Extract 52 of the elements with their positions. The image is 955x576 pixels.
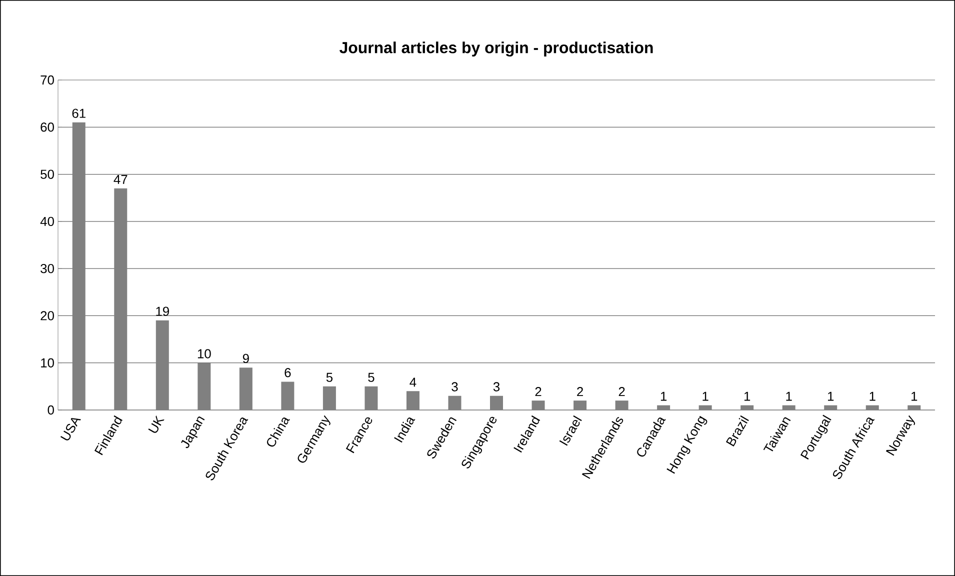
data-label: 2 <box>535 387 542 396</box>
bar <box>490 396 504 410</box>
y-tick-label: 50 <box>40 170 54 179</box>
data-label: 1 <box>660 392 667 401</box>
bar <box>657 405 670 410</box>
bar <box>782 405 796 410</box>
y-tick-label: 20 <box>40 311 54 320</box>
bar <box>824 405 838 410</box>
bar <box>156 320 169 410</box>
bar <box>866 405 879 410</box>
bar <box>364 386 378 410</box>
bar <box>448 396 462 410</box>
bar <box>239 368 252 410</box>
data-label: 10 <box>198 349 211 358</box>
data-label: 1 <box>744 392 750 401</box>
chart-title: Journal articles by origin - productisation <box>340 42 653 56</box>
data-label: 1 <box>786 392 792 401</box>
bar <box>740 405 754 410</box>
data-label: 6 <box>284 368 291 378</box>
data-label: 19 <box>156 306 169 316</box>
data-label: 5 <box>368 372 374 382</box>
data-label: 1 <box>828 392 834 401</box>
data-label: 4 <box>410 378 416 387</box>
bar <box>615 400 628 410</box>
data-label: 9 <box>242 354 249 364</box>
y-tick-label: 30 <box>40 264 54 274</box>
bar <box>908 405 921 410</box>
bar <box>281 382 294 410</box>
y-tick-label: 70 <box>40 75 54 85</box>
data-label: 3 <box>452 382 458 392</box>
y-tick-label: 10 <box>41 358 54 368</box>
data-label: 1 <box>702 392 708 401</box>
bar <box>406 391 420 410</box>
data-label: 2 <box>618 387 625 396</box>
data-label: 61 <box>72 108 86 118</box>
y-tick-label: 60 <box>40 122 54 132</box>
bar <box>72 122 86 410</box>
bar <box>532 400 545 410</box>
bar <box>698 405 712 410</box>
bar <box>198 362 211 410</box>
data-label: 2 <box>577 387 583 396</box>
bar <box>114 188 128 410</box>
bar <box>574 400 587 410</box>
y-tick-label: 0 <box>48 405 54 415</box>
x-tick-label: UK <box>148 415 164 433</box>
bar <box>322 386 336 410</box>
data-label: 1 <box>912 392 918 401</box>
data-label: 1 <box>870 392 876 401</box>
data-label: 5 <box>326 372 333 382</box>
y-tick-label: 40 <box>40 216 54 226</box>
data-label: 3 <box>493 382 500 392</box>
data-label: 47 <box>114 175 128 184</box>
